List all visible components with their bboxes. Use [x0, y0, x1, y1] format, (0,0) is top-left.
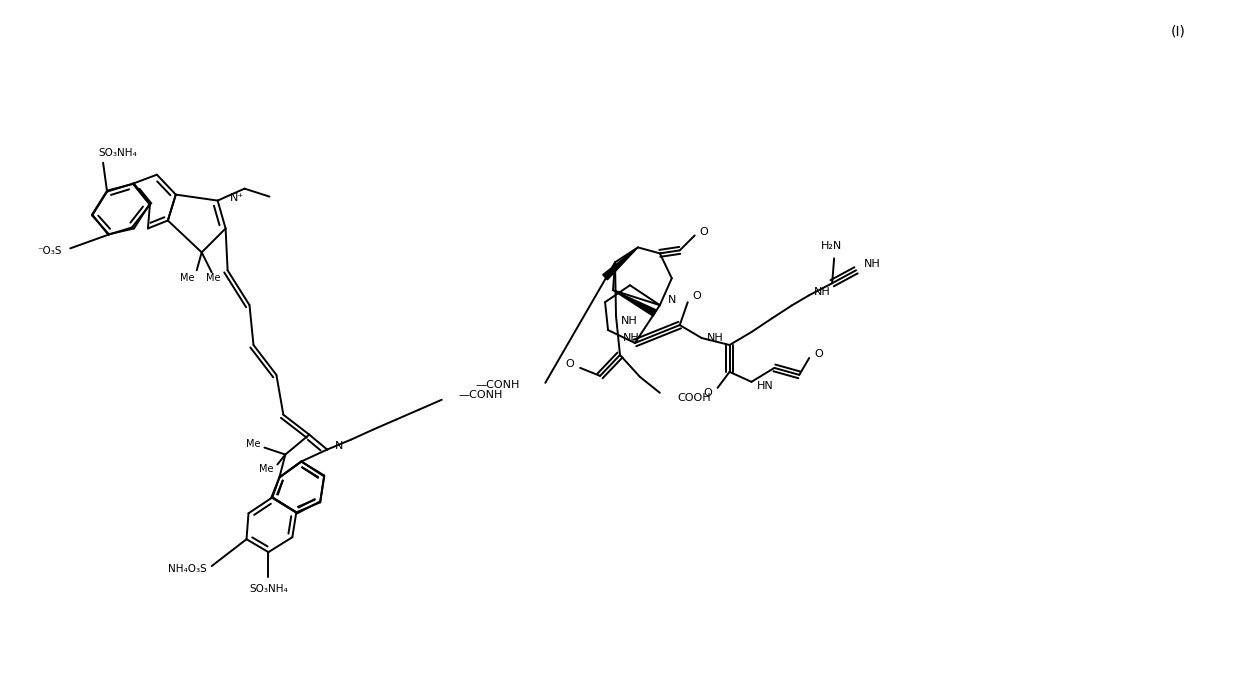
Text: O: O: [565, 359, 574, 369]
Text: NH: NH: [621, 316, 637, 326]
Text: NH₄O₃S: NH₄O₃S: [167, 564, 207, 574]
Text: N: N: [335, 440, 343, 451]
Text: O: O: [699, 228, 708, 237]
Text: Me: Me: [259, 464, 274, 475]
Text: O: O: [693, 291, 702, 301]
Text: —CONH: —CONH: [475, 380, 520, 390]
Text: H₂N: H₂N: [821, 241, 842, 251]
Text: O: O: [815, 349, 823, 359]
Text: HN: HN: [756, 381, 774, 391]
Text: COOH: COOH: [678, 393, 712, 403]
Text: NH: NH: [707, 333, 723, 343]
Text: Me: Me: [247, 438, 260, 449]
Text: N: N: [668, 295, 676, 305]
Text: N⁺: N⁺: [229, 193, 244, 202]
Polygon shape: [613, 290, 656, 316]
Polygon shape: [603, 248, 637, 280]
Text: Me: Me: [180, 273, 193, 283]
Text: ⁻O₃S: ⁻O₃S: [37, 246, 62, 257]
Text: NH: NH: [864, 259, 880, 270]
Text: Me: Me: [206, 273, 221, 283]
Text: O: O: [703, 388, 712, 398]
Text: NH: NH: [622, 333, 640, 343]
Text: (I): (I): [1171, 24, 1185, 38]
Text: SO₃NH₄: SO₃NH₄: [249, 584, 288, 594]
Text: —CONH: —CONH: [459, 390, 503, 400]
Text: NH: NH: [815, 287, 831, 297]
Text: SO₃NH₄: SO₃NH₄: [98, 147, 136, 158]
